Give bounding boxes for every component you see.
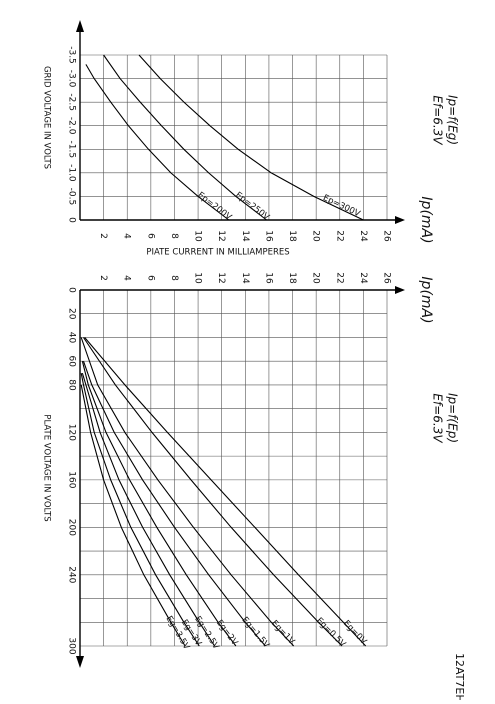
top-series-line-0 — [85, 64, 230, 221]
bot-voltage-tick-label: 120 — [67, 424, 77, 441]
bot-voltage-tick-label: 0 — [67, 287, 77, 293]
top-current-tick-label: 22 — [334, 230, 344, 241]
top-title: Ip=f(Eg) — [446, 95, 460, 145]
model-label: 12AT7EH — [453, 653, 466, 700]
bot-voltage-tick-label: 200 — [67, 519, 77, 536]
bot-current-tick-label: 12 — [216, 272, 226, 283]
bot-voltage-tick-label: 160 — [67, 471, 77, 488]
top-current-tick-label: 10 — [193, 230, 203, 242]
top-current-tick-label: 14 — [240, 230, 250, 242]
top-current-arrow — [395, 216, 405, 224]
bot-series-line-0 — [84, 337, 367, 647]
top-series-label-2: Ep=300V — [321, 193, 362, 219]
bot-current-tick-label: 20 — [311, 272, 321, 284]
bot-current-arrow — [395, 286, 405, 294]
top-voltage-tick-label: -3.5 — [67, 46, 77, 64]
top-ylabel2: PIATE CURRENT IN MILLIAMPERES — [146, 248, 289, 258]
grid-voltage-chart: -3.5-3.0-2.5-2.0-1.5-1.0-0.502 4 6 8 10 12 14 1… — [42, 20, 460, 258]
bot-series-line-2 — [80, 337, 295, 647]
top-current-tick-label: 6 — [145, 233, 155, 239]
top-voltage-tick-label: -1.5 — [67, 141, 77, 159]
top-voltage-arrow — [76, 20, 84, 32]
top-voltage-tick-label: -0.5 — [67, 188, 77, 206]
top-current-tick-label: 24 — [358, 230, 368, 242]
page-labels: 12AT7EH — [453, 653, 466, 703]
bot-series-label-3: Eg=1.5V — [239, 615, 271, 650]
bot-voltage-tick-label: 20 — [67, 308, 77, 320]
bot-current-tick-label: 10 — [193, 272, 203, 284]
bot-voltage-tick-label: 300 — [67, 637, 77, 654]
bot-title: Ip=f(Ep) — [446, 393, 460, 443]
top-current-tick-label: 12 — [216, 230, 226, 241]
bot-current-tick-label: 24 — [358, 272, 368, 284]
bot-voltage-tick-label: 240 — [67, 566, 77, 583]
bot-voltage-tick-label: 40 — [67, 332, 77, 344]
bot-series-line-3 — [82, 361, 266, 647]
bot-series-line-4 — [81, 361, 237, 647]
bot-series-line-6 — [80, 372, 200, 647]
bot-current-tick-label: 2 — [98, 275, 108, 281]
top-series-line-1 — [103, 54, 267, 221]
top-series-label-0: Ep=200V — [195, 190, 233, 222]
bot-series-line-7 — [80, 384, 186, 647]
bot-subtitle: Ef=6.3V — [431, 393, 445, 443]
top-current-tick-label: 8 — [169, 233, 179, 239]
top-current-tick-label: 16 — [263, 230, 273, 242]
top-subtitle: Ef=6.3V — [431, 95, 445, 145]
bot-xlabel: PLATE VOLTAGE IN VOLTS — [42, 414, 52, 521]
bot-current-tick-label: 26 — [382, 272, 392, 284]
bot-voltage-arrow — [76, 656, 84, 668]
top-voltage-tick-label: -3.0 — [67, 70, 77, 88]
top-ylabel: Ip(mA) — [418, 196, 434, 243]
bot-series-line-1 — [83, 337, 343, 647]
top-xlabel: GRID VOLTAGE IN VOLTS — [42, 66, 52, 169]
bot-voltage-tick-label: 80 — [67, 379, 77, 391]
bot-current-tick-label: 6 — [145, 275, 155, 281]
bot-current-tick-label: 22 — [334, 272, 344, 283]
bot-current-tick-label: 16 — [263, 272, 273, 284]
top-current-tick-label: 20 — [311, 230, 321, 242]
bot-series-line-5 — [81, 372, 216, 647]
top-series-label-1: Ep=250V — [233, 190, 271, 222]
top-current-tick-label: 4 — [122, 233, 132, 239]
bot-voltage-tick-label: 60 — [67, 355, 77, 367]
top-current-tick-label: 18 — [287, 230, 297, 242]
bot-current-tick-label: 18 — [287, 272, 297, 284]
bot-current-tick-label: 4 — [122, 275, 132, 281]
top-current-tick-label: 2 — [98, 233, 108, 239]
top-voltage-tick-label: -2.5 — [67, 93, 77, 111]
top-voltage-tick-label: 0 — [67, 217, 77, 223]
bot-current-tick-label: 14 — [240, 272, 250, 284]
bot-ylabel: Ip(mA) — [418, 276, 434, 323]
top-voltage-tick-label: -1.0 — [67, 164, 77, 182]
top-series-line-2 — [138, 54, 364, 221]
bot-current-tick-label: 8 — [169, 275, 179, 281]
top-voltage-tick-label: -2.0 — [67, 117, 77, 135]
top-current-tick-label: 26 — [382, 230, 392, 242]
